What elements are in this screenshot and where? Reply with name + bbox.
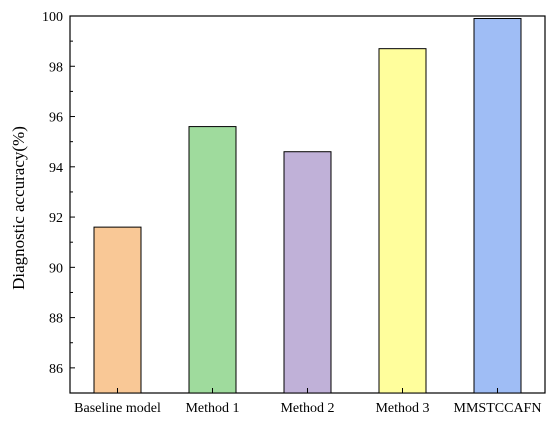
x-tick-label: Method 1 — [185, 401, 239, 416]
y-tick-label: 94 — [49, 161, 63, 176]
y-axis-ticks: 86 88 90 92 94 96 98 100 — [42, 10, 75, 377]
bar — [93, 226, 142, 394]
y-tick-label: 100 — [42, 10, 63, 25]
x-tick-label: Method 2 — [280, 401, 334, 416]
y-axis-label: Diagnostic accuracy(%) — [9, 126, 28, 290]
bar — [188, 126, 237, 394]
y-tick-label: 88 — [49, 312, 63, 327]
y-tick-label: 96 — [49, 111, 63, 126]
y-tick-label: 90 — [49, 261, 63, 276]
x-tick-label: Baseline model — [74, 401, 161, 416]
y-tick-label: 92 — [49, 211, 63, 226]
bar — [378, 48, 427, 394]
y-tick-label: 98 — [49, 60, 63, 75]
x-tick-label: MMSTCCAFN — [454, 401, 542, 416]
y-tick-label: 86 — [49, 362, 63, 377]
x-tick-label: Method 3 — [375, 401, 429, 416]
bar — [473, 18, 522, 394]
bar — [283, 151, 332, 394]
x-axis-labels: Baseline model Method 1 Method 2 Method 3 MM… — [74, 388, 541, 416]
bars-group — [93, 18, 522, 394]
